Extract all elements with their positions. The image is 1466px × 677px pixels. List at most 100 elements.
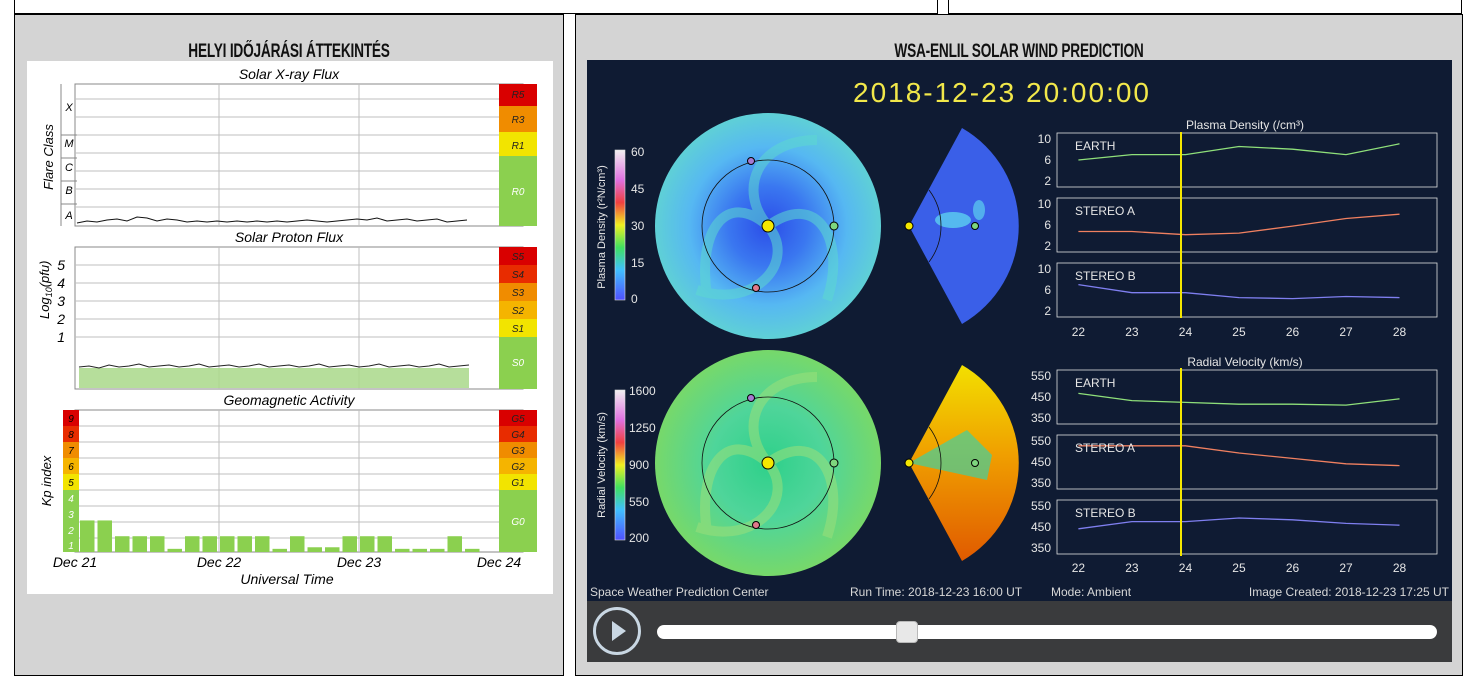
velocity-label-stereo-b: STEREO B — [1075, 506, 1136, 520]
stereo-b-marker-density — [747, 157, 755, 165]
local-weather-panel: HELYI IDŐJÁRÁSI ÁTTEKINTÉS Solar X-ray F… — [14, 14, 564, 676]
scale-s2 — [499, 301, 537, 319]
dens-tick-15: 15 — [631, 256, 645, 270]
scale-g4 — [499, 426, 537, 442]
density-x-tick: 26 — [1286, 325, 1300, 339]
scale-g4-label: G4 — [511, 430, 525, 441]
xray-plot-frame — [74, 83, 524, 227]
animation-controls — [587, 601, 1452, 662]
footer-mode: Mode: Ambient — [1051, 585, 1132, 599]
kp-bar — [167, 548, 182, 552]
scale-s2-label: S2 — [512, 306, 525, 317]
timeline-slider-track[interactable] — [657, 625, 1437, 639]
kp-title: Geomagnetic Activity — [224, 392, 356, 408]
density-y-tick: 2 — [1044, 174, 1051, 188]
proton-plot-frame — [74, 246, 524, 390]
density-y-tick: 2 — [1044, 239, 1051, 253]
kp-xlabel: Universal Time — [240, 571, 333, 587]
velocity-y-tick: 550 — [1031, 434, 1051, 448]
density-panel-frame — [1056, 132, 1438, 188]
scale-g5 — [499, 410, 537, 426]
space-weather-plots: Solar X-ray Flux X M C B A Flare Class — [27, 61, 553, 594]
proton-flux-fill — [79, 368, 469, 388]
vel-tick-900: 900 — [629, 458, 649, 472]
panel-title: WSA-ENLIL SOLAR WIND PREDICTION — [894, 41, 1144, 62]
velocity-colorbar-label: Radial Velocity (km/s) — [596, 412, 608, 518]
time-series-frames — [1056, 132, 1438, 555]
velocity-x-tick: 28 — [1393, 561, 1407, 575]
proton-gridlines — [75, 247, 499, 389]
density-x-tick: 24 — [1179, 325, 1193, 339]
time-series-lines — [1078, 143, 1400, 530]
dens-tick-30: 30 — [631, 219, 645, 233]
proton-title: Solar Proton Flux — [235, 229, 344, 245]
velocity-wedge-feature — [909, 430, 992, 480]
velocity-series-line — [1078, 445, 1400, 467]
kp-bars — [80, 520, 480, 552]
kp-left-3: 3 — [68, 510, 74, 521]
velocity-x-tick: 27 — [1339, 561, 1353, 575]
kp-bar — [290, 536, 305, 552]
kp-ylabel: Kp index — [39, 455, 54, 506]
x-tick-dec24: Dec 24 — [477, 554, 522, 570]
velocity-x-tick: 26 — [1286, 561, 1300, 575]
scale-g3-label: G3 — [511, 446, 525, 457]
density-colorbar-ticks: 60 45 30 15 0 — [631, 145, 645, 306]
density-y-tick: 6 — [1044, 283, 1051, 297]
velocity-y-tick: 350 — [1031, 541, 1051, 555]
time-series-x-ticks: 22 22 23 23 24 24 25 25 26 26 27 27 28 28 — [1072, 325, 1407, 575]
proton-tick-2: 2 — [56, 311, 65, 327]
dens-tick-0: 0 — [631, 292, 638, 306]
scale-g5-label: G5 — [511, 414, 525, 425]
kp-bar — [237, 536, 252, 552]
velocity-label-stereo-a: STEREO A — [1075, 441, 1135, 455]
top-right-box — [948, 0, 1462, 14]
kp-bar — [325, 547, 340, 552]
velocity-x-tick: 22 — [1072, 561, 1086, 575]
kp-bar — [202, 536, 217, 552]
earth-wedge-velocity — [971, 459, 979, 467]
velocity-x-tick: 24 — [1179, 561, 1193, 575]
top-left-box — [14, 0, 938, 14]
xray-class-a: A — [64, 210, 72, 222]
vel-tick-1250: 1250 — [629, 421, 656, 435]
stereo-b-marker-velocity — [747, 394, 755, 402]
timestamp: 2018-12-23 20:00:00 — [853, 77, 1151, 108]
kp-bar — [255, 536, 270, 552]
kp-left-2: 2 — [67, 526, 74, 537]
density-series-line — [1078, 213, 1400, 236]
timeline-slider-thumb[interactable] — [895, 621, 918, 643]
scale-g3 — [499, 442, 537, 458]
density-wedge-feature — [935, 212, 971, 228]
density-label-stereo-a: STEREO A — [1075, 204, 1135, 218]
kp-bar — [412, 548, 427, 552]
time-series-y-ticks: 10 6 2 10 6 2 10 6 2 550 450 350 550 450 350 550 450 350 — [1031, 132, 1051, 555]
dens-tick-45: 45 — [631, 182, 645, 196]
play-button[interactable] — [593, 607, 641, 655]
panel-title: HELYI IDŐJÁRÁSI ÁTTEKINTÉS — [188, 41, 390, 62]
xray-class-c: C — [65, 162, 73, 174]
density-x-tick: 25 — [1232, 325, 1246, 339]
scale-r0-label: R0 — [512, 187, 525, 198]
density-series-line — [1078, 283, 1400, 300]
top-strip — [0, 0, 1466, 14]
xray-class-b: B — [65, 185, 72, 197]
velocity-spiral-arms — [695, 372, 839, 539]
density-plot-title: Plasma Density (/cm³) — [1186, 118, 1304, 132]
footer-center-name: Space Weather Prediction Center — [590, 585, 769, 599]
kp-bar — [220, 536, 235, 552]
scale-r3 — [499, 106, 537, 132]
scale-s4-label: S4 — [512, 270, 525, 281]
proton-tick-1: 1 — [57, 329, 65, 345]
space-weather-svg: Solar X-ray Flux X M C B A Flare Class — [37, 66, 537, 587]
wsa-enlil-panel: WSA-ENLIL SOLAR WIND PREDICTION 2018-12-… — [575, 14, 1463, 676]
scale-s3-label: S3 — [512, 288, 525, 299]
kp-left-8: 8 — [68, 430, 74, 441]
scale-s5 — [499, 247, 537, 265]
density-panel-frame — [1056, 262, 1438, 318]
proton-tick-5: 5 — [57, 257, 65, 273]
kp-bar — [465, 548, 480, 552]
x-tick-dec22: Dec 22 — [197, 554, 242, 570]
density-x-tick: 23 — [1125, 325, 1139, 339]
density-y-tick: 6 — [1044, 218, 1051, 232]
